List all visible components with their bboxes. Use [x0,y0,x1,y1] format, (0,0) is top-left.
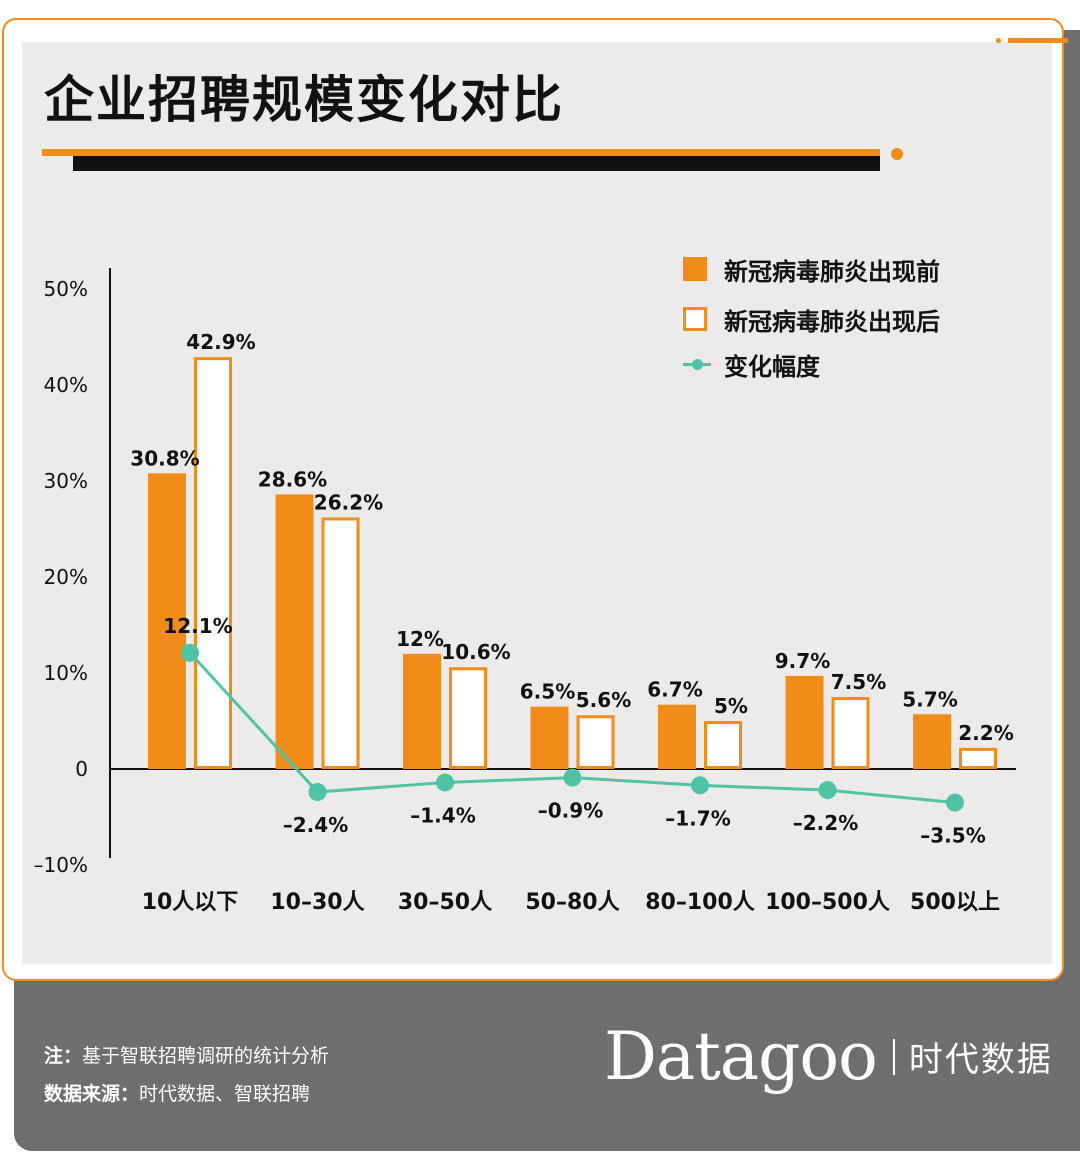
change-point [181,643,199,662]
change-label: –0.9% [538,799,603,823]
bar-before [913,714,951,769]
bar-before [275,494,314,769]
bar-before [530,706,569,769]
bar-after [831,697,870,769]
data-label-after: 10.6% [441,640,510,664]
x-tick-label: 100–500人 [765,890,890,915]
bar-after [704,721,742,769]
data-label-after: 26.2% [314,490,383,514]
note-text: 基于智联招聘调研的统计分析 [82,1045,330,1067]
change-label: –2.2% [793,811,858,835]
change-point [946,793,964,812]
x-tick-label: 10–30人 [270,890,364,915]
legend-swatch-before [683,257,707,281]
brand-logo: Datagoo 时代数据 [604,1018,1053,1095]
data-label-after: 42.9% [186,330,255,354]
title-underline-orange [42,149,880,156]
change-label: –2.4% [283,813,348,837]
bar-before [658,704,696,769]
bar-after [576,715,615,769]
data-label-before: 30.8% [130,446,199,470]
note-label: 注： [44,1045,83,1067]
title-underline-black [73,156,880,171]
change-point [818,781,837,800]
y-tick-label: –10% [34,853,88,877]
legend: 新冠病毒肺炎出现前 新冠病毒肺炎出现后 变化幅度 [683,244,940,384]
bar-after [449,667,487,769]
data-label-after: 5.6% [576,688,631,712]
source-label: 数据来源： [44,1083,140,1105]
data-label-before: 5.7% [902,687,957,711]
chart-title: 企业招聘规模变化对比 [44,71,564,129]
change-point [691,776,709,795]
change-point [563,768,582,787]
x-tick-label: 500以上 [910,890,1000,915]
legend-item-before: 新冠病毒肺炎出现前 [683,244,940,294]
legend-item-after: 新冠病毒肺炎出现后 [683,294,940,344]
bar-after [321,517,360,769]
bar-after [194,357,232,769]
bar-before [148,473,186,769]
change-label: –3.5% [920,824,985,848]
x-tick-label: 50–80人 [525,890,619,915]
legend-item-change: 变化幅度 [683,344,940,384]
data-label-after: 7.5% [831,670,886,694]
chart-card-inner [22,42,1052,964]
data-label-before: 6.7% [647,678,702,702]
x-tick-label: 30–50人 [398,890,492,915]
change-point [308,783,327,802]
legend-swatch-change [683,352,711,376]
corner-accent-line [1008,38,1068,43]
x-tick-label: 10人以下 [142,890,239,915]
source-line: 数据来源：时代数据、智联招聘 [44,1075,329,1113]
corner-accent-dot [996,38,1001,43]
bar-before [785,675,824,769]
y-tick-label: 40% [44,373,88,397]
change-label: –1.7% [665,806,730,830]
footer-notes: 注：基于智联招聘调研的统计分析 数据来源：时代数据、智联招聘 [44,1037,329,1113]
y-tick-label: 50% [44,277,88,301]
brand-separator [892,1038,895,1075]
legend-label-before: 新冠病毒肺炎出现前 [724,257,940,286]
y-tick-label: 30% [44,469,88,493]
change-label: 12.1% [163,614,232,638]
bar-after [959,747,997,770]
data-label-before: 12% [396,627,444,651]
change-point [436,773,454,792]
y-tick-label: 20% [44,565,88,589]
legend-swatch-after [683,307,707,331]
data-label-after: 5% [714,694,748,718]
title-accent-dot [891,148,903,160]
bar-before [403,653,441,769]
data-label-before: 9.7% [775,649,830,673]
y-tick-label: 10% [44,661,88,685]
source-text: 时代数据、智联招聘 [139,1083,311,1105]
legend-label-after: 新冠病毒肺炎出现后 [724,307,940,336]
note-line: 注：基于智联招聘调研的统计分析 [44,1037,329,1075]
brand-name: Datagoo [604,1018,878,1095]
data-label-before: 28.6% [258,467,327,491]
data-label-before: 6.5% [520,680,575,704]
y-tick-label: 0 [75,757,88,781]
change-label: –1.4% [410,803,475,827]
legend-label-change: 变化幅度 [724,352,820,381]
brand-name-cn: 时代数据 [908,1040,1053,1080]
x-tick-label: 80–100人 [645,890,755,915]
data-label-after: 2.2% [958,721,1013,745]
